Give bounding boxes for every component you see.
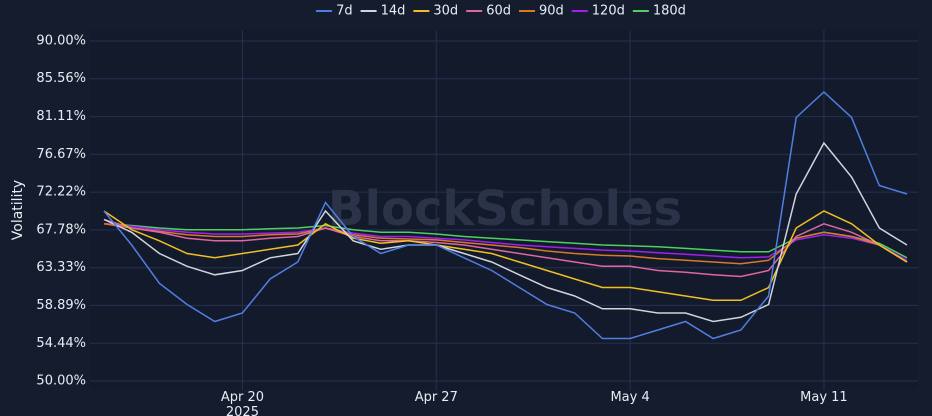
legend-label: 30d [433, 4, 458, 19]
legend-label: 180d [653, 4, 686, 19]
legend-label: 120d [592, 4, 625, 19]
y-tick-label: 58.89% [36, 298, 86, 313]
series-line [103, 223, 908, 265]
legend-label: 90d [539, 4, 564, 19]
y-tick-label: 90.00% [36, 34, 86, 49]
y-tick-label: 63.33% [36, 260, 86, 275]
series-line [103, 223, 908, 259]
x-tick-label: Apr 20 2025 [221, 390, 264, 416]
y-tick-label: 67.78% [36, 222, 86, 237]
x-tick-label: Apr 27 [415, 390, 458, 405]
y-tick-label: 76.67% [36, 147, 86, 162]
legend-label: 60d [486, 4, 511, 19]
x-tick-label: May 4 [610, 390, 649, 405]
series-line [103, 210, 908, 302]
y-tick-label: 85.56% [36, 71, 86, 86]
watermark: BlockScholes [328, 181, 682, 237]
y-tick-label: 54.44% [36, 336, 86, 351]
y-axis-label: Volatility [10, 180, 26, 240]
y-tick-label: 72.22% [36, 185, 86, 200]
series-line [103, 141, 908, 323]
plot-area [90, 30, 918, 390]
y-tick-label: 50.00% [36, 374, 86, 389]
legend-label: 14d [381, 4, 406, 19]
legend: 7d 14d 30d 60d 90d 120d 180d [316, 4, 686, 19]
legend-label: 7d [336, 4, 353, 19]
x-tick-label: May 11 [800, 390, 848, 405]
series-line [103, 223, 908, 261]
series-line [103, 90, 908, 340]
y-tick-label: 81.11% [36, 109, 86, 124]
